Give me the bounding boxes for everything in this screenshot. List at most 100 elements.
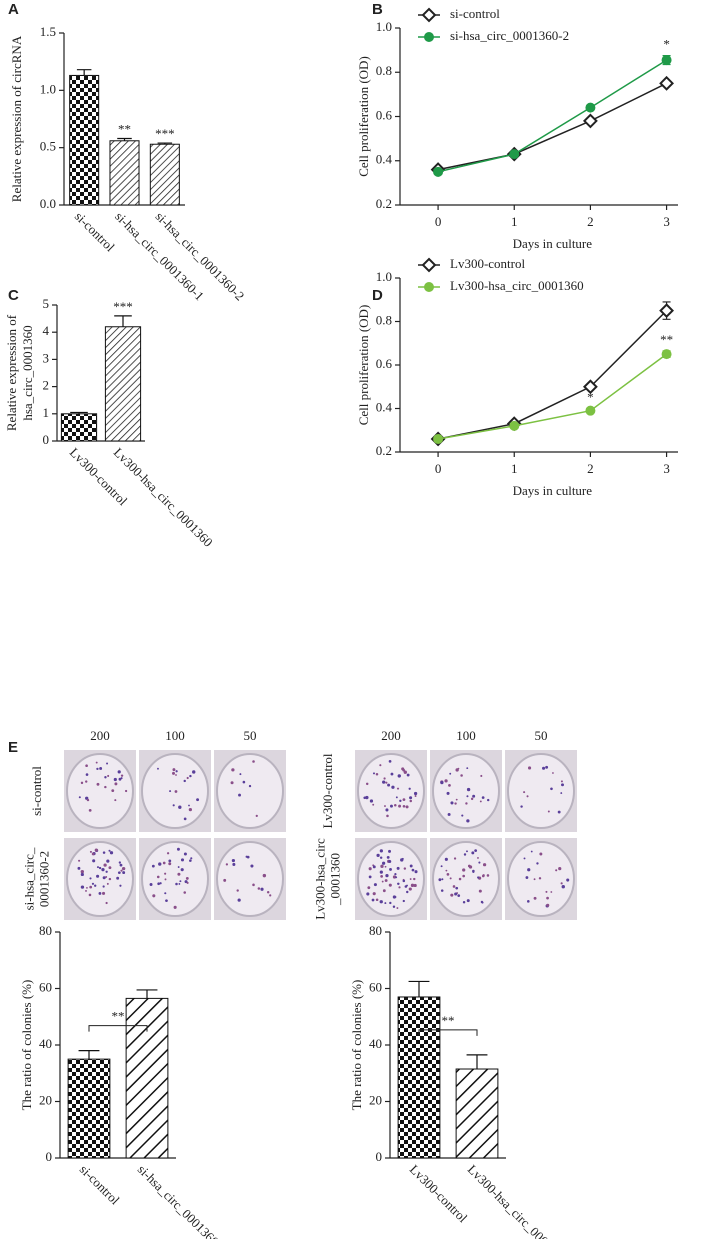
colony <box>523 791 526 794</box>
colony <box>482 874 485 877</box>
colony <box>526 795 529 798</box>
colony <box>388 849 391 853</box>
plate <box>357 753 425 829</box>
colony <box>118 777 122 781</box>
marker <box>659 303 674 319</box>
x-tick-label: 2 <box>587 214 594 229</box>
colony <box>398 804 402 808</box>
colony <box>104 776 107 779</box>
colony <box>487 798 490 802</box>
colony <box>178 883 181 885</box>
colony <box>547 810 550 813</box>
colony <box>402 798 406 802</box>
colony <box>373 883 377 887</box>
colony <box>231 858 235 863</box>
plate <box>432 753 500 829</box>
colony <box>124 789 128 793</box>
colony <box>381 880 384 883</box>
colony <box>176 847 180 851</box>
error-bar <box>76 69 92 76</box>
colony <box>546 896 549 900</box>
dilution-label: 200 <box>381 728 401 743</box>
annotation: ** <box>118 121 131 136</box>
error-bar <box>408 980 430 997</box>
colony <box>379 870 383 874</box>
colony <box>78 859 81 862</box>
colony <box>157 882 160 886</box>
annotation: *** <box>113 299 133 314</box>
y-tick-label: 40 <box>39 1036 52 1051</box>
colony <box>379 900 383 904</box>
colony <box>409 878 412 880</box>
x-tick-label: 0 <box>435 461 442 476</box>
colony <box>371 898 375 902</box>
colony <box>120 774 124 777</box>
colony <box>449 877 452 880</box>
annotation: ** <box>660 332 673 347</box>
colony <box>116 876 120 880</box>
colony <box>372 803 375 806</box>
colony <box>96 767 99 771</box>
series-line <box>437 310 668 440</box>
colony <box>105 870 108 873</box>
colony <box>372 772 376 775</box>
colony <box>389 901 392 905</box>
colony <box>405 805 409 809</box>
colony <box>466 767 469 770</box>
colony <box>460 774 463 777</box>
bar <box>455 1068 499 1159</box>
bar <box>397 996 441 1159</box>
colony <box>106 859 110 863</box>
colony <box>388 860 392 863</box>
marker <box>661 349 672 360</box>
colony <box>175 882 178 886</box>
x-axis-label: Days in culture <box>513 483 593 498</box>
error-bar <box>157 142 173 145</box>
colony <box>188 804 190 807</box>
y-axis-label: Relative expression of <box>4 314 19 431</box>
colony <box>186 776 189 780</box>
colony <box>457 894 461 898</box>
legend-label: si-hsa_circ_0001360-2 <box>450 28 569 43</box>
colony <box>385 808 389 812</box>
x-tick-label: 1 <box>511 461 518 476</box>
colony <box>472 794 476 798</box>
colony <box>99 767 103 770</box>
colony <box>89 885 93 889</box>
colony <box>406 773 410 777</box>
colony <box>444 779 448 783</box>
y-tick-label: 60 <box>39 979 52 994</box>
colony <box>368 875 372 879</box>
colony <box>183 779 186 783</box>
dilution-label: 100 <box>456 728 476 743</box>
colony <box>539 852 543 856</box>
colony <box>408 887 412 891</box>
colony <box>392 895 396 899</box>
colony <box>122 871 126 875</box>
dilution-label: 50 <box>244 728 257 743</box>
x-tick-label: 1 <box>511 214 518 229</box>
colony <box>550 787 553 791</box>
colony <box>450 801 454 805</box>
y-tick-label: 20 <box>369 1092 382 1107</box>
y-axis-label: The ratio of colonies (%) <box>349 980 364 1111</box>
y-tick-label: 2 <box>43 378 50 393</box>
panel-label: B <box>372 1 383 18</box>
plate <box>216 753 284 829</box>
colony <box>257 887 261 890</box>
colony <box>365 795 369 800</box>
plate <box>357 841 425 917</box>
colony <box>466 899 470 903</box>
colony <box>453 857 457 860</box>
colony <box>468 865 473 869</box>
error-bar <box>466 1054 488 1070</box>
error-bar <box>114 315 132 327</box>
y-tick-label: 0.2 <box>376 196 392 211</box>
y-tick-label: 1.0 <box>376 269 392 284</box>
colony <box>172 768 176 772</box>
colony <box>94 884 97 887</box>
colony <box>117 871 121 875</box>
colony <box>561 783 564 787</box>
colony <box>385 781 388 784</box>
plate <box>507 753 575 829</box>
